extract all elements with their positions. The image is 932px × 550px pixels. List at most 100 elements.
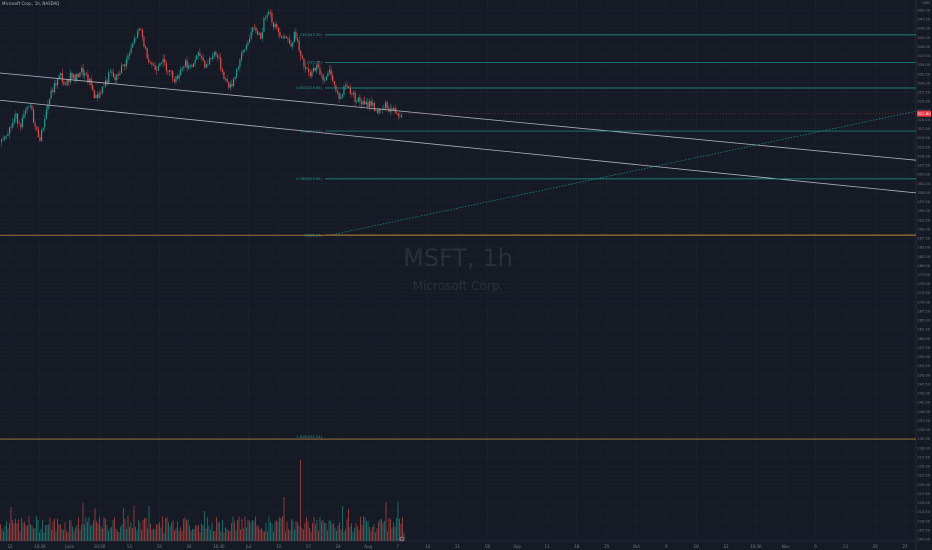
volume-bar bbox=[343, 532, 345, 541]
candle-body bbox=[159, 63, 161, 67]
volume-bar bbox=[213, 531, 214, 541]
candle-body bbox=[133, 38, 135, 44]
x-axis-tick-label: 27 bbox=[902, 544, 908, 549]
volume-bar bbox=[171, 522, 172, 541]
candle-body bbox=[316, 64, 318, 71]
candle-body bbox=[127, 55, 129, 60]
projection-line[interactable] bbox=[329, 110, 917, 236]
support-level-label: 1.618(232.24) bbox=[296, 435, 322, 439]
volume-bar bbox=[204, 511, 205, 541]
volume-bar bbox=[67, 532, 69, 541]
volume-bar bbox=[138, 520, 139, 541]
volume-bar bbox=[106, 525, 108, 541]
volume-bar bbox=[264, 531, 265, 541]
candle-body bbox=[226, 78, 228, 83]
y-axis-tick-label: 282.50 bbox=[917, 255, 930, 259]
y-axis-tick-label: 220.00 bbox=[917, 483, 930, 487]
candle-body bbox=[394, 107, 396, 113]
candle-body bbox=[306, 68, 308, 70]
volume-bar bbox=[79, 530, 81, 541]
volume-bar bbox=[183, 518, 184, 541]
volume-bar bbox=[177, 521, 178, 541]
volume-bar bbox=[162, 516, 163, 541]
volume-bar bbox=[225, 527, 226, 541]
candle-body bbox=[26, 106, 28, 111]
candle-body bbox=[223, 71, 225, 79]
candle-body bbox=[23, 113, 25, 118]
y-axis-tick-label: 302.50 bbox=[917, 182, 930, 186]
candle-body bbox=[377, 110, 379, 113]
candle-body bbox=[52, 90, 54, 93]
candle-body bbox=[271, 13, 273, 23]
y-axis-tick-label: 347.50 bbox=[917, 18, 930, 22]
volume-bar bbox=[109, 528, 111, 541]
y-axis-tick-label: 335.00 bbox=[917, 63, 930, 67]
volume-bar bbox=[115, 528, 117, 541]
volume-bar bbox=[211, 522, 213, 541]
candle-body bbox=[261, 31, 263, 39]
x-axis-tick-label: 19 bbox=[157, 544, 163, 549]
volume-bar bbox=[319, 516, 321, 541]
volume-bar bbox=[321, 521, 322, 541]
volume-bar bbox=[184, 517, 186, 541]
candle-body bbox=[269, 11, 271, 14]
volume-bar bbox=[55, 531, 57, 541]
volume-bar bbox=[205, 528, 207, 541]
y-axis-tick-label: 237.50 bbox=[917, 419, 930, 423]
candle-body bbox=[303, 58, 305, 67]
candle-body bbox=[385, 102, 387, 108]
volume-bar bbox=[87, 521, 88, 541]
candle-body bbox=[173, 78, 175, 83]
y-axis-tick-label: 252.50 bbox=[917, 364, 930, 368]
volume-bar bbox=[402, 517, 403, 541]
volume-bar bbox=[16, 523, 18, 541]
y-axis-tick-label: 217.50 bbox=[917, 492, 930, 496]
replay-marker-icon[interactable] bbox=[399, 536, 405, 542]
fib-level-label: 1.236(343.50) bbox=[296, 33, 322, 37]
candle-body bbox=[10, 127, 12, 128]
trendline[interactable] bbox=[0, 99, 917, 194]
volume-bar bbox=[151, 529, 153, 541]
y-axis-tick-label: 245.00 bbox=[917, 392, 930, 396]
candle-body bbox=[44, 118, 46, 128]
volume-bar bbox=[189, 525, 190, 541]
candle-body bbox=[117, 74, 119, 76]
candle-body bbox=[122, 64, 124, 66]
candle-body bbox=[354, 92, 356, 102]
x-axis-tick-label: 9 bbox=[665, 544, 668, 549]
candle-body bbox=[79, 72, 81, 77]
volume-bar bbox=[357, 526, 358, 541]
volume-bar bbox=[216, 516, 217, 541]
volume-bar bbox=[118, 532, 120, 541]
candle-body bbox=[124, 64, 126, 67]
volume-bar bbox=[231, 523, 232, 541]
candle-body bbox=[329, 69, 331, 73]
volume-bar bbox=[61, 528, 63, 541]
volume-bar bbox=[58, 524, 60, 541]
x-axis-tick-label: 16 bbox=[694, 544, 700, 549]
volume-bar bbox=[42, 520, 43, 541]
y-axis-tick-label: 222.50 bbox=[917, 474, 930, 478]
y-axis-tick-label: 345.00 bbox=[917, 27, 930, 31]
volume-bar bbox=[249, 520, 250, 541]
candle-body bbox=[153, 64, 155, 66]
volume-bar bbox=[208, 525, 210, 541]
volume-bar bbox=[288, 529, 289, 541]
volume-bar bbox=[277, 521, 279, 541]
candle-body bbox=[106, 80, 108, 83]
volume-bar bbox=[207, 517, 208, 541]
y-axis-tick-label: 205.00 bbox=[917, 538, 930, 542]
y-axis-tick-label: 295.00 bbox=[917, 209, 930, 213]
candle-body bbox=[5, 135, 7, 137]
volume-bar bbox=[333, 523, 334, 541]
y-axis-tick-label: 242.50 bbox=[917, 401, 930, 405]
volume-bar bbox=[355, 523, 357, 541]
volume-bar bbox=[84, 524, 85, 541]
volume-bar bbox=[376, 528, 378, 541]
volume-bar bbox=[223, 532, 225, 541]
volume-bar bbox=[142, 519, 144, 541]
trendline[interactable] bbox=[0, 72, 917, 161]
volume-bar bbox=[316, 519, 318, 541]
volume-bar bbox=[157, 524, 159, 541]
